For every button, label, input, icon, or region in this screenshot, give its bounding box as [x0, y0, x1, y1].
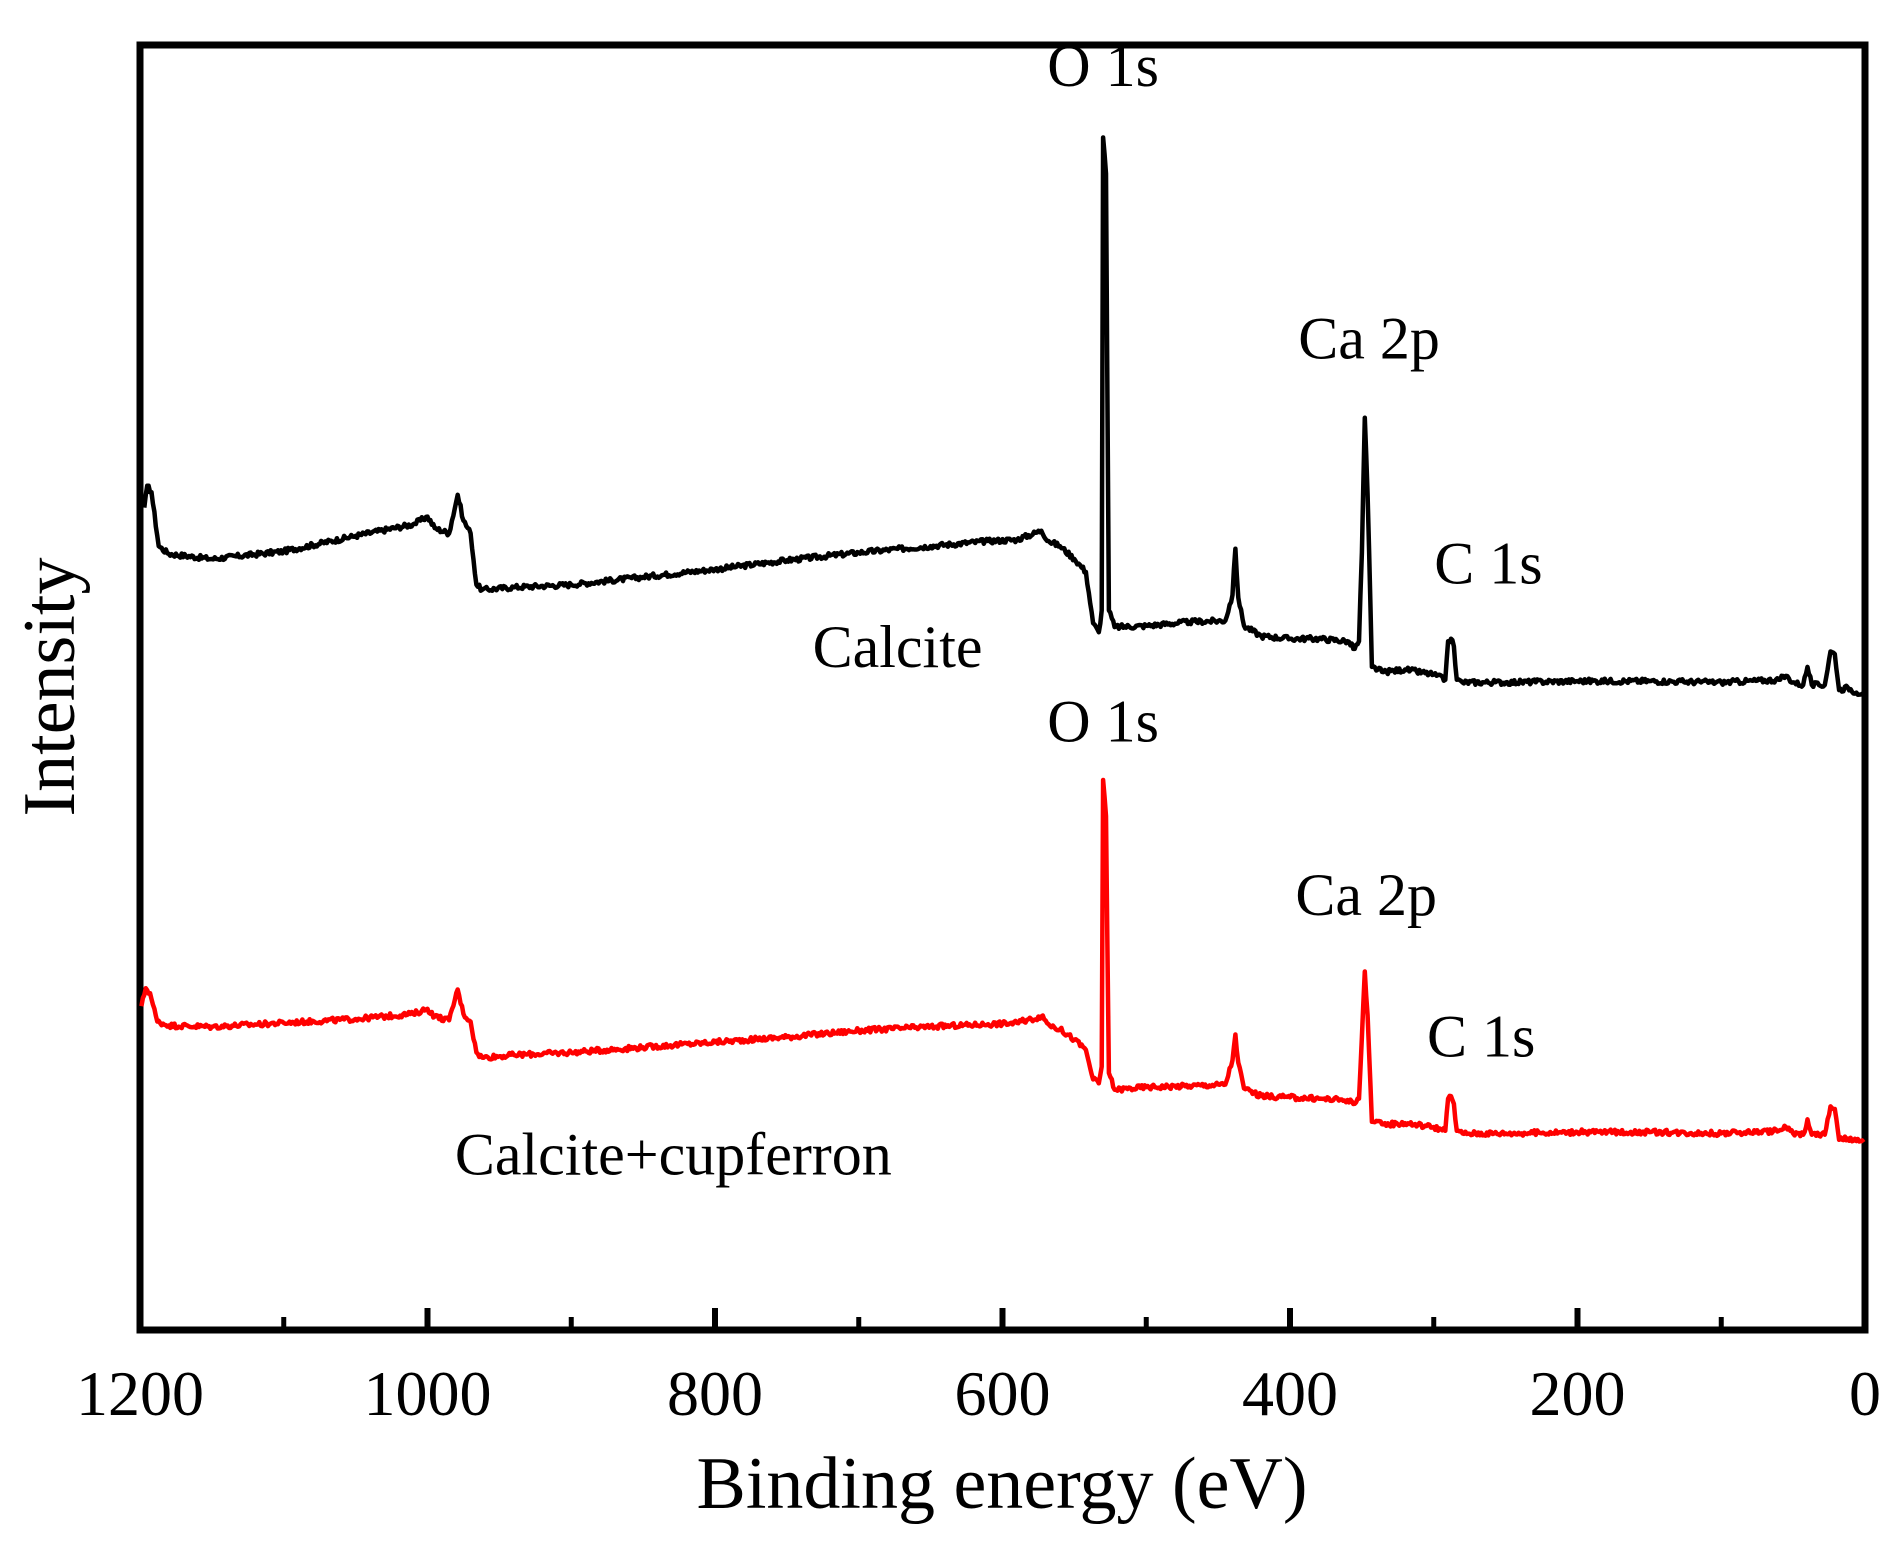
plot-frame	[136, 41, 1869, 1334]
annotation-layer: O 1s Ca 2p C 1s Calcite O 1s Ca 2p C 1s Calcite…	[455, 33, 1543, 1187]
y-axis-title: Intensity	[9, 558, 91, 817]
x-axis-title: Binding energy (eV)	[696, 1443, 1307, 1525]
x-axis-ticks: 1200 1000 800 600 400 200 0	[76, 1308, 1881, 1429]
x-tick-label-0: 0	[1849, 1358, 1881, 1429]
series-layer	[139, 135, 1866, 1144]
annotation-calcite-ca2p: Ca 2p	[1298, 306, 1440, 372]
annotation-calcite-c1s: C 1s	[1434, 530, 1542, 596]
annotation-cupferron-ca2p: Ca 2p	[1295, 862, 1437, 928]
annotation-cupferron-c1s: C 1s	[1427, 1003, 1535, 1069]
x-tick-label-600: 600	[955, 1358, 1051, 1429]
annotation-cupferron-label: Calcite+cupferron	[455, 1122, 892, 1188]
x-tick-label-1000: 1000	[364, 1358, 492, 1429]
annotation-cupferron-o1s: O 1s	[1047, 688, 1159, 754]
series-line-calcite-cupferron	[139, 777, 1866, 1144]
x-tick-label-800: 800	[667, 1358, 763, 1429]
x-tick-label-1200: 1200	[76, 1358, 204, 1429]
series-line-calcite	[142, 135, 1866, 697]
x-tick-label-400: 400	[1242, 1358, 1338, 1429]
annotation-calcite-o1s: O 1s	[1047, 33, 1159, 99]
x-tick-label-200: 200	[1530, 1358, 1626, 1429]
annotation-calcite-label: Calcite	[813, 614, 983, 680]
